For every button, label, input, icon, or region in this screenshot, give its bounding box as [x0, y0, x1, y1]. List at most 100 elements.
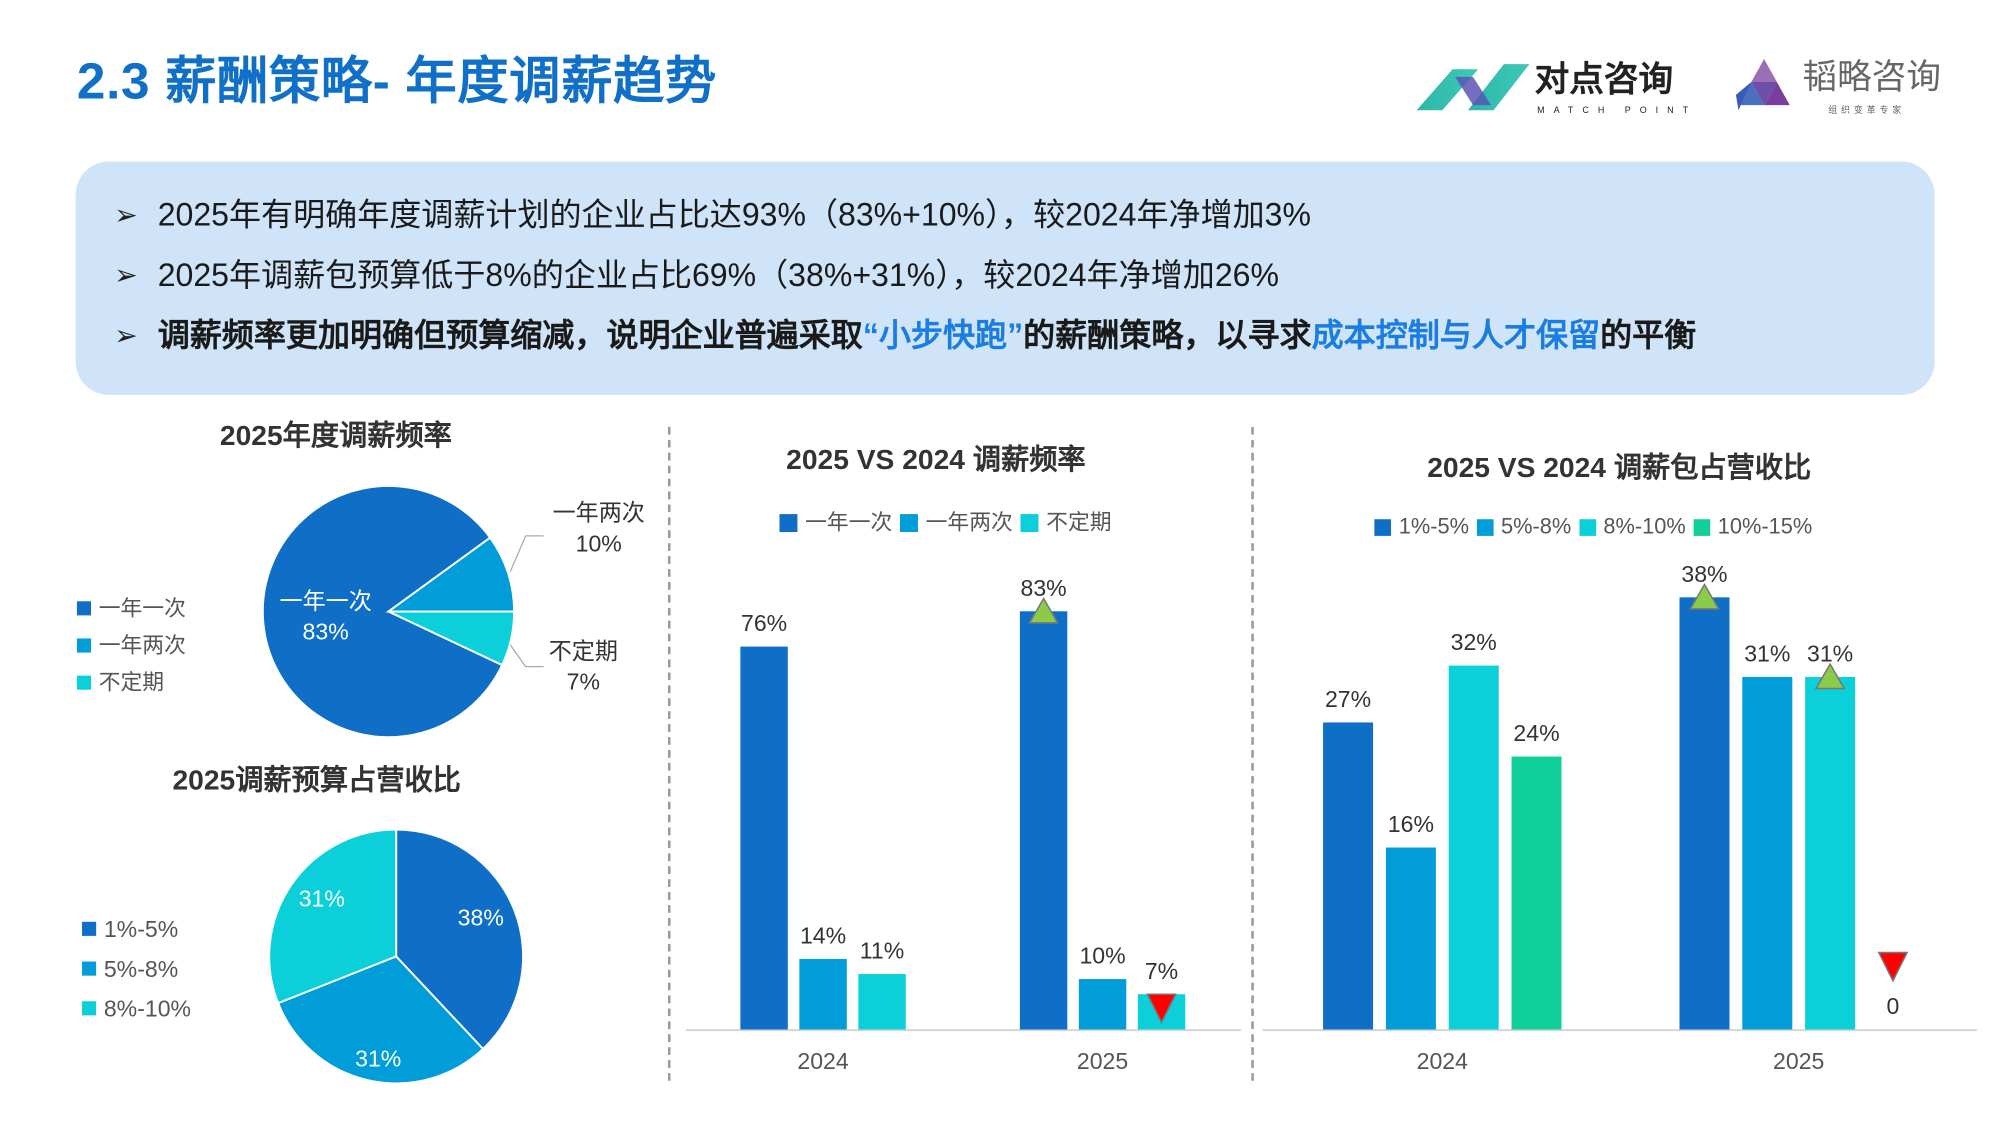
- data-label: 24%: [1513, 720, 1559, 746]
- data-label: 10%: [1079, 943, 1125, 969]
- pie2-slices: [268, 828, 525, 1085]
- legend-item: 不定期: [76, 664, 186, 701]
- bar: [1742, 676, 1793, 1030]
- legend-item: 1%-5%: [82, 909, 191, 949]
- bar: [858, 974, 906, 1030]
- x-tick-label: 2025: [1077, 1048, 1128, 1074]
- bar: [1679, 597, 1730, 1030]
- data-label: 0: [1887, 993, 1900, 1019]
- bar: [1019, 611, 1068, 1030]
- bullet-text: 的平衡: [1600, 317, 1697, 354]
- legend-swatch: [82, 921, 97, 936]
- data-label: 14%: [800, 923, 846, 949]
- bar: [1323, 722, 1374, 1030]
- pie-slice: [395, 828, 525, 1051]
- summary-bullet: ➢ 2025年有明确年度调薪计划的企业占比达93%（83%+10%），较2024…: [114, 195, 1311, 236]
- bar: [740, 646, 788, 1030]
- legend-label: 不定期: [98, 669, 165, 695]
- bullet-text: 2025年调薪包预算低于8%的企业占比69%（38%+31%），较2024年净增…: [157, 257, 1280, 294]
- match-point-logo-text: 对点咨询: [1534, 60, 1674, 99]
- pie2-title: 2025调薪预算占营收比: [172, 764, 461, 797]
- legend-swatch: [1374, 518, 1392, 536]
- legend-label: 5%-8%: [103, 955, 179, 982]
- pie-slice: [388, 610, 516, 667]
- legend-label: 8%-10%: [1603, 514, 1686, 539]
- divider: [667, 426, 671, 1081]
- legend-item: 10%-15%: [1693, 513, 1812, 541]
- page-title: 2.3 薪酬策略- 年度调薪趋势: [76, 53, 717, 111]
- increase-triangle-icon: [1028, 596, 1060, 624]
- pie-slice: [276, 955, 485, 1085]
- pie1-label-annual: 一年一次 83%: [279, 588, 372, 645]
- legend-item: 5%-8%: [82, 949, 191, 989]
- pie2-label: 31%: [298, 885, 345, 912]
- bar2-title: 2025 VS 2024 调薪包占营收比: [1427, 451, 1812, 484]
- legend-item: 一年两次: [76, 627, 186, 664]
- legend-item: 5%-8%: [1476, 513, 1572, 541]
- legend-swatch: [1693, 518, 1711, 536]
- pie1-label-irregular: 不定期 7%: [548, 638, 618, 695]
- legend-label: 5%-8%: [1501, 514, 1572, 539]
- legend-swatch: [1020, 514, 1039, 533]
- bar2-legend: 1%-5% 5%-8% 8%-10% 10%-15%: [1374, 513, 1812, 541]
- data-label: 27%: [1325, 686, 1371, 712]
- increase-triangle-icon: [1814, 662, 1846, 690]
- pie2-label: 38%: [457, 905, 504, 931]
- pie2-legend: 1%-5% 5%-8% 8%-10%: [82, 909, 191, 1028]
- summary-bullet: ➢ 2025年调薪包预算低于8%的企业占比69%（38%+31%），较2024年…: [114, 255, 1279, 296]
- legend-item: 1%-5%: [1374, 513, 1469, 541]
- pie1-title: 2025年度调薪频率: [219, 419, 452, 452]
- data-label: 16%: [1388, 811, 1434, 837]
- legend-label: 1%-5%: [1398, 514, 1469, 539]
- legend-swatch: [899, 514, 918, 533]
- data-label: 83%: [1021, 575, 1067, 601]
- bar: [1385, 847, 1436, 1030]
- legend-item: 8%-10%: [1579, 513, 1686, 541]
- bar: [1448, 665, 1499, 1030]
- bullet-highlight: “小步快跑”: [862, 317, 1024, 354]
- arrow-bullet-icon: ➢: [114, 258, 138, 292]
- leader-line: [509, 535, 544, 573]
- bar1-legend: 一年一次 一年两次 不定期: [779, 509, 1112, 537]
- bar: [1511, 756, 1562, 1030]
- increase-triangle-icon: [1689, 583, 1720, 610]
- data-label: 76%: [741, 610, 787, 636]
- summary-banner: ➢ 2025年有明确年度调薪计划的企业占比达93%（83%+10%），较2024…: [75, 161, 1935, 395]
- data-label: 11%: [860, 938, 904, 964]
- bullet-text: 的薪酬策略，以寻求: [1023, 317, 1312, 354]
- legend-label: 一年两次: [925, 510, 1013, 535]
- legend-swatch: [82, 961, 97, 976]
- divider: [1251, 426, 1254, 1081]
- arrow-bullet-icon: ➢: [114, 319, 138, 352]
- taolue-logo: 韬略咨询 组织变革专家: [1733, 56, 1941, 119]
- x-tick-label: 2024: [1417, 1048, 1468, 1074]
- bar: [1078, 979, 1127, 1030]
- taolue-logo-subtitle: 组织变革专家: [1828, 106, 1906, 116]
- pie-slice: [385, 536, 516, 613]
- legend-item: 一年两次: [899, 509, 1013, 537]
- bullet-highlight: 成本控制与人才保留: [1311, 317, 1601, 354]
- arrow-bullet-icon: ➢: [114, 198, 138, 231]
- legend-label: 一年两次: [98, 632, 186, 658]
- legend-swatch: [76, 675, 92, 690]
- legend-swatch: [76, 601, 92, 616]
- match-point-logo-mark-icon: [1416, 64, 1530, 111]
- legend-label: 1%-5%: [103, 916, 179, 942]
- bar: [1805, 676, 1856, 1030]
- pie-slice: [261, 484, 504, 739]
- legend-item: 一年一次: [779, 509, 892, 537]
- legend-swatch: [82, 1001, 97, 1016]
- legend-label: 一年一次: [805, 510, 893, 535]
- bar: [799, 958, 847, 1030]
- legend-swatch: [1579, 518, 1596, 536]
- legend-label: 一年一次: [98, 595, 186, 620]
- match-point-logo: 对点咨询 MATCH POINT: [1416, 59, 1688, 119]
- legend-swatch: [76, 638, 92, 653]
- legend-swatch: [1476, 518, 1494, 536]
- legend-item: 8%-10%: [82, 988, 191, 1028]
- data-label: 31%: [1744, 641, 1790, 667]
- pie1-label-twice: 一年两次 10%: [552, 499, 645, 557]
- summary-bullet: ➢ 调薪频率更加明确但预算缩减，说明企业普遍采取 “小步快跑” 的薪酬策略，以寻…: [114, 315, 1696, 356]
